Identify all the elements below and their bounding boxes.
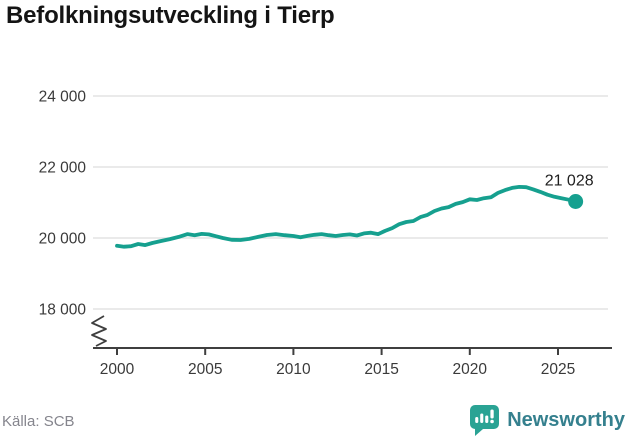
x-axis-tick-label: 2025 [541,361,575,378]
x-axis-tick-label: 2000 [100,361,135,378]
y-axis-tick-label: 22 000 [39,160,87,177]
newsworthy-speech-bubble-bar-chart-icon [470,405,500,436]
x-axis-tick-label: 2010 [276,361,311,378]
y-axis-tick-label: 20 000 [39,231,87,248]
chart-title: Befolkningsutveckling i Tierp [6,2,335,29]
y-axis-tick-label: 24 000 [39,89,87,106]
axis-break-icon [91,315,107,347]
population-line [115,184,578,249]
endpoint-marker [568,194,584,210]
endpoint-value-label: 21 028 [545,173,594,190]
x-axis-tick-label: 2005 [188,361,222,378]
y-axis-tick-label: 18 000 [39,302,87,319]
x-axis-tick-label: 2015 [364,361,398,378]
newsworthy-wordmark: Newsworthy [507,409,625,431]
source-attribution: Källa: SCB [2,413,75,430]
newsworthy-logo: Newsworthy [469,404,625,437]
x-axis-tick-label: 2020 [453,361,488,378]
